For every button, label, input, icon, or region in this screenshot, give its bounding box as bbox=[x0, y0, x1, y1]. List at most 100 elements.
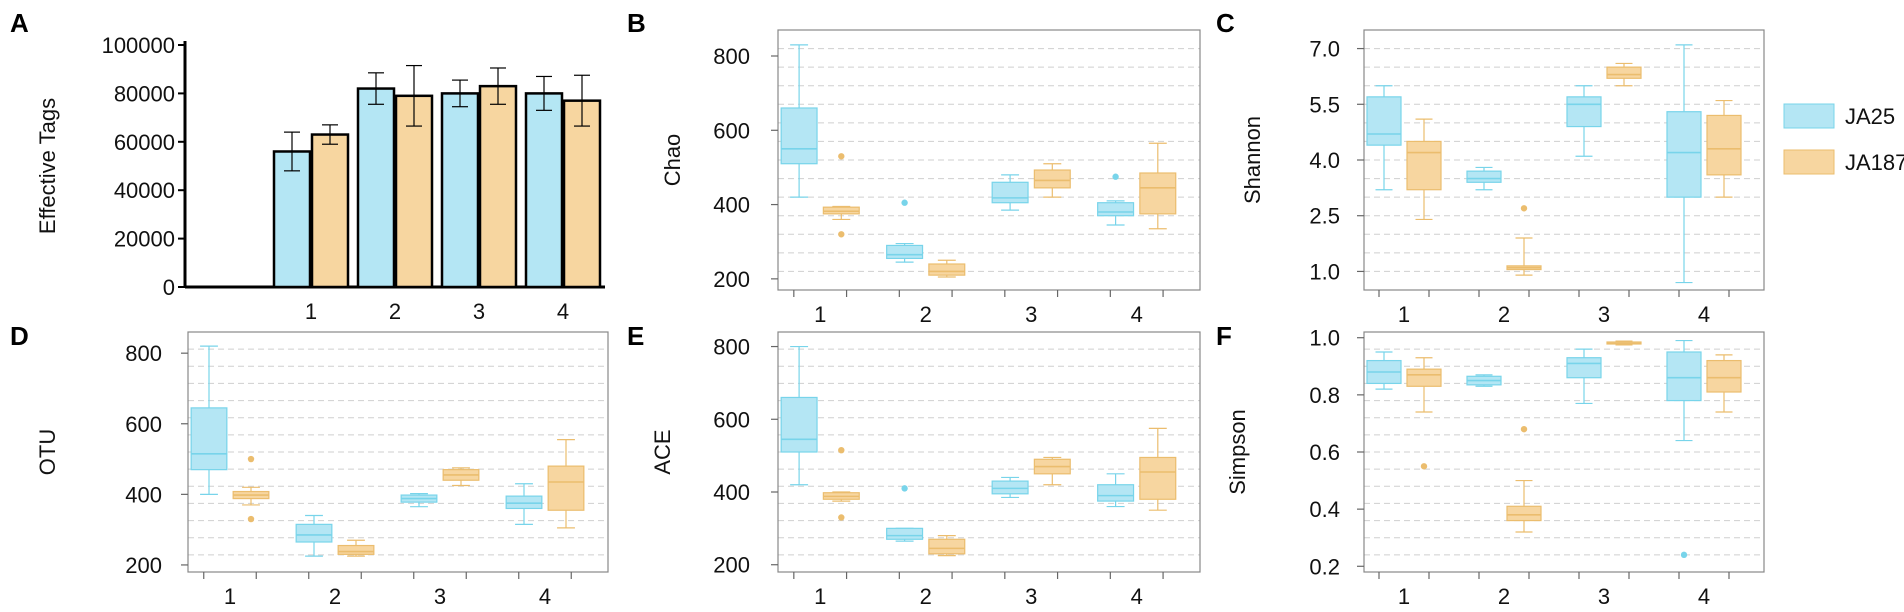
outlier-point bbox=[838, 446, 845, 454]
x-tick-label: 3 bbox=[1598, 302, 1610, 327]
box-ja25-2 bbox=[1466, 170, 1502, 183]
x-tick-label: 4 bbox=[1698, 584, 1710, 609]
box-ja25-1 bbox=[1366, 96, 1402, 146]
box-ja187-4 bbox=[1139, 172, 1177, 215]
x-tick-label: 4 bbox=[1131, 302, 1143, 327]
x-tick-label: 2 bbox=[920, 302, 932, 327]
y-tick-label: 800 bbox=[713, 44, 750, 69]
y-tick-label: 100000 bbox=[102, 33, 175, 58]
panel-b: B Chao 200 400 600 800 1 2 3 4 bbox=[627, 8, 1201, 327]
outlier-point bbox=[247, 455, 255, 463]
bar-ja187-4 bbox=[562, 99, 602, 289]
box-ja25-4 bbox=[1097, 484, 1135, 502]
box-ja187-3 bbox=[1033, 169, 1071, 189]
plot-frame bbox=[777, 331, 1201, 573]
bar-ja25-4 bbox=[524, 92, 564, 289]
outlier-point bbox=[901, 485, 908, 492]
legend-label-ja187: JA187 bbox=[1845, 150, 1904, 175]
box-ja187-4 bbox=[547, 465, 585, 511]
box-ja187-2 bbox=[928, 263, 966, 276]
panel-c: C Shannon 1.0 2.5 4.0 5.5 7.0 1 2 3 4 bbox=[1216, 8, 1765, 327]
x-tick-label: 3 bbox=[1025, 302, 1037, 327]
y-axis-title: ACE bbox=[650, 429, 675, 474]
y-tick-label: 800 bbox=[125, 341, 162, 366]
box-ja25-3 bbox=[991, 181, 1029, 204]
bar-ja187-3 bbox=[478, 84, 518, 289]
y-tick-label: 40000 bbox=[114, 178, 175, 203]
x-tick-label: 3 bbox=[1025, 584, 1037, 609]
y-tick-label: 1.0 bbox=[1309, 326, 1340, 351]
x-tick-label: 3 bbox=[1598, 584, 1610, 609]
panel-letter-e: E bbox=[627, 321, 644, 351]
bar-ja25-2 bbox=[356, 87, 396, 289]
panel-e: E ACE 200 400 600 800 1 2 3 4 bbox=[627, 321, 1201, 609]
box-ja25-1 bbox=[780, 107, 818, 165]
legend-label-ja25: JA25 bbox=[1845, 104, 1895, 129]
y-tick-label: 4.0 bbox=[1309, 148, 1340, 173]
legend: JA25 JA187 bbox=[1783, 103, 1904, 175]
outlier-point bbox=[1420, 463, 1428, 470]
y-tick-label: 60000 bbox=[114, 130, 175, 155]
box-ja25-2 bbox=[886, 244, 924, 260]
y-axis-title: Shannon bbox=[1240, 116, 1265, 204]
y-tick-label: 400 bbox=[713, 480, 750, 505]
y-tick-label: 1.0 bbox=[1309, 259, 1340, 284]
plot-frame bbox=[777, 29, 1201, 291]
x-tick-label: 1 bbox=[1398, 302, 1410, 327]
y-tick-label: 7.0 bbox=[1309, 37, 1340, 62]
legend-swatch-ja187 bbox=[1783, 149, 1835, 175]
box-ja187-1 bbox=[1406, 368, 1442, 387]
y-axis-title: Effective Tags bbox=[35, 98, 60, 234]
bar-ja187-2 bbox=[394, 94, 434, 289]
box-ja187-4 bbox=[1706, 359, 1742, 393]
x-tick-label: 1 bbox=[1398, 584, 1410, 609]
x-tick-label: 4 bbox=[557, 299, 569, 324]
y-tick-label: 2.5 bbox=[1309, 204, 1340, 229]
bar-ja25-1 bbox=[272, 150, 312, 289]
box-ja187-1 bbox=[1406, 140, 1442, 191]
x-tick-label: 2 bbox=[329, 584, 341, 609]
y-tick-label: 0.6 bbox=[1309, 440, 1340, 465]
x-tick-label: 3 bbox=[434, 584, 446, 609]
y-tick-label: 0.8 bbox=[1309, 383, 1340, 408]
x-tick-label: 1 bbox=[224, 584, 236, 609]
x-tick-label: 4 bbox=[539, 584, 551, 609]
box-ja25-4 bbox=[505, 495, 543, 510]
bar-ja25-3 bbox=[440, 92, 480, 289]
box-ja25-4 bbox=[1666, 351, 1702, 402]
box-ja187-2 bbox=[337, 544, 375, 555]
box-ja25-2 bbox=[295, 523, 333, 543]
x-tick-label: 4 bbox=[1698, 302, 1710, 327]
panel-letter-a: A bbox=[10, 8, 29, 38]
x-tick-label: 1 bbox=[305, 299, 317, 324]
x-tick-label: 2 bbox=[920, 584, 932, 609]
panel-letter-f: F bbox=[1216, 321, 1232, 351]
legend-swatch-ja25 bbox=[1783, 103, 1835, 129]
panel-f: F Simpson 0.2 0.4 0.6 0.8 1.0 1 2 3 4 bbox=[1216, 321, 1765, 609]
y-tick-label: 600 bbox=[713, 407, 750, 432]
y-tick-label: 400 bbox=[713, 193, 750, 218]
y-axis-title: OTU bbox=[35, 429, 60, 475]
y-tick-label: 200 bbox=[713, 553, 750, 578]
outlier-point bbox=[247, 515, 255, 523]
x-tick-label: 2 bbox=[1498, 584, 1510, 609]
y-tick-label: 400 bbox=[125, 482, 162, 507]
outlier-point bbox=[1112, 173, 1119, 180]
x-tick-label: 3 bbox=[473, 299, 485, 324]
x-tick-label: 1 bbox=[814, 584, 826, 609]
panel-letter-c: C bbox=[1216, 8, 1235, 38]
y-tick-label: 80000 bbox=[114, 81, 175, 106]
x-tick-label: 1 bbox=[814, 302, 826, 327]
outlier-point bbox=[1520, 425, 1528, 433]
plot-frame bbox=[187, 331, 609, 573]
panel-d: D OTU 200 400 600 800 1 2 3 4 bbox=[10, 321, 609, 609]
y-tick-label: 600 bbox=[125, 412, 162, 437]
outlier-point bbox=[1520, 205, 1528, 212]
box-ja25-4 bbox=[1666, 111, 1702, 198]
y-axis-title: Simpson bbox=[1225, 409, 1250, 495]
y-tick-label: 20000 bbox=[114, 227, 175, 252]
box-ja25-3 bbox=[991, 480, 1029, 495]
box-ja187-2 bbox=[1506, 505, 1542, 522]
bar-ja187-1 bbox=[310, 133, 350, 289]
